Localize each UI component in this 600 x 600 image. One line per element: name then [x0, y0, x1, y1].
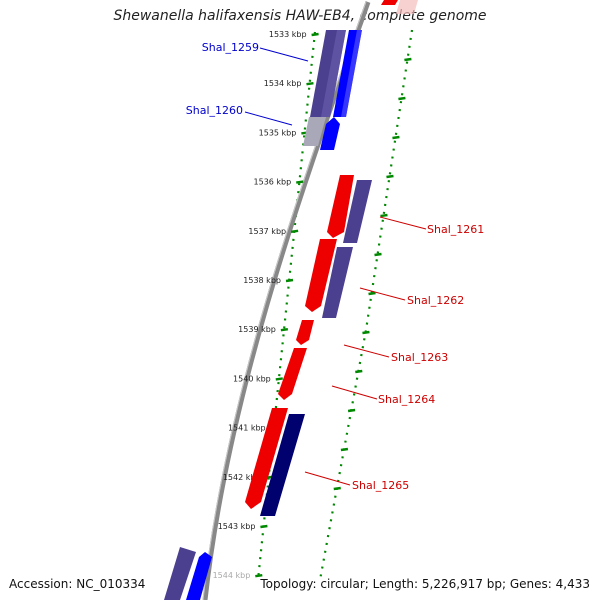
- genome-backbone-highlight: [202, 1, 367, 600]
- ruler-label: 1533 kbp: [269, 30, 307, 39]
- ruler-tick: [355, 369, 363, 374]
- ruler-tick: [333, 486, 341, 491]
- gene-feature-shal-1264-forward: [278, 348, 307, 400]
- ruler-tick: [386, 174, 394, 179]
- gene-feature-shal-1259-blue-light: [341, 30, 362, 117]
- ruler-tick: [296, 180, 304, 184]
- gene-label-shal-1265: Shal_1265: [352, 479, 409, 492]
- ruler-label: 1535 kbp: [259, 128, 297, 137]
- accession-text: Accession: NC_010334: [9, 577, 146, 591]
- leader-shal-1264: [331, 385, 378, 400]
- ruler-label: 1537 kbp: [248, 227, 286, 236]
- ruler-labels: 1533 kbp 1534 kbp 1535 kbp 1536 kbp 1537 kbp…: [213, 30, 307, 580]
- ruler-label: 1541 kbp: [228, 424, 266, 433]
- ruler-tick: [290, 229, 299, 233]
- gene-feature-top-red: [381, 0, 398, 5]
- leader-shal-1261: [379, 216, 427, 230]
- ruler-tick: [404, 57, 412, 62]
- gene-label-shal-1262: Shal_1262: [407, 294, 464, 307]
- ruler-label: 1536 kbp: [254, 178, 292, 187]
- ruler-tick: [285, 278, 294, 283]
- gene-label-shal-1264: Shal_1264: [378, 393, 435, 406]
- leader-shal-1262: [359, 287, 406, 301]
- ruler-tick: [362, 330, 370, 335]
- ruler-tick: [311, 32, 319, 37]
- gene-label-shal-1260: Shal_1260: [186, 104, 243, 117]
- leader-shal-1260: [244, 111, 293, 126]
- gene-label-shal-1263: Shal_1263: [391, 351, 448, 364]
- gene-feature-shal-1261-reverse: [343, 180, 372, 243]
- map-title: Shewanella halifaxensis HAW-EB4, complet…: [113, 8, 487, 24]
- gene-feature-shal-1265-forward: [245, 408, 288, 509]
- ruler-tick: [306, 82, 314, 86]
- topology-summary: Topology: circular; Length: 5,226,917 bp…: [260, 577, 590, 591]
- ruler-label: 1543 kbp: [218, 522, 256, 531]
- ruler-tick: [392, 135, 400, 140]
- ruler-label: 1534 kbp: [264, 79, 302, 88]
- ruler-label: 1540 kbp: [233, 374, 271, 383]
- ruler-tick: [275, 377, 283, 381]
- gene-label-shal-1261: Shal_1261: [427, 223, 484, 236]
- ruler-tick: [340, 447, 349, 452]
- ruler-label: 1542 kbp: [223, 473, 261, 482]
- ruler-tick: [255, 574, 263, 578]
- ruler-tick: [280, 328, 289, 332]
- ruler-label: 1539 kbp: [238, 325, 276, 334]
- leader-shal-1263: [343, 344, 390, 358]
- gene-feature-shal-1262-forward: [305, 239, 337, 312]
- ruler-tick: [398, 96, 406, 101]
- gene-feature-shal-1265-reverse: [260, 414, 305, 516]
- gene-feature-shal-1259-reverse-shade: [321, 30, 346, 117]
- leader-shal-1259: [259, 47, 309, 62]
- gene-feature-top-pink: [396, 0, 418, 14]
- gene-feature-shal-1261-forward: [327, 175, 354, 238]
- ruler-tick: [260, 524, 268, 529]
- ruler-label: 1538 kbp: [243, 276, 281, 285]
- gene-feature-shal-1260-blue: [320, 117, 340, 150]
- ruler-tick: [347, 408, 356, 413]
- gene-feature-bottom-reverse: [164, 547, 196, 600]
- gene-feature-shal-1262-reverse: [322, 247, 353, 318]
- gene-feature-shal-1260-grey: [303, 117, 326, 146]
- ruler-tick: [368, 291, 376, 296]
- ruler-tick: [380, 213, 388, 218]
- gene-label-shal-1259: Shal_1259: [202, 41, 259, 54]
- right-tick-rail: [318, 29, 414, 581]
- ruler-tick: [374, 252, 382, 257]
- ruler-label: 1544 kbp: [213, 571, 251, 580]
- leader-shal-1265: [304, 471, 351, 486]
- gene-feature-bottom-blue: [186, 552, 212, 600]
- gene-feature-shal-1263-forward: [296, 320, 314, 345]
